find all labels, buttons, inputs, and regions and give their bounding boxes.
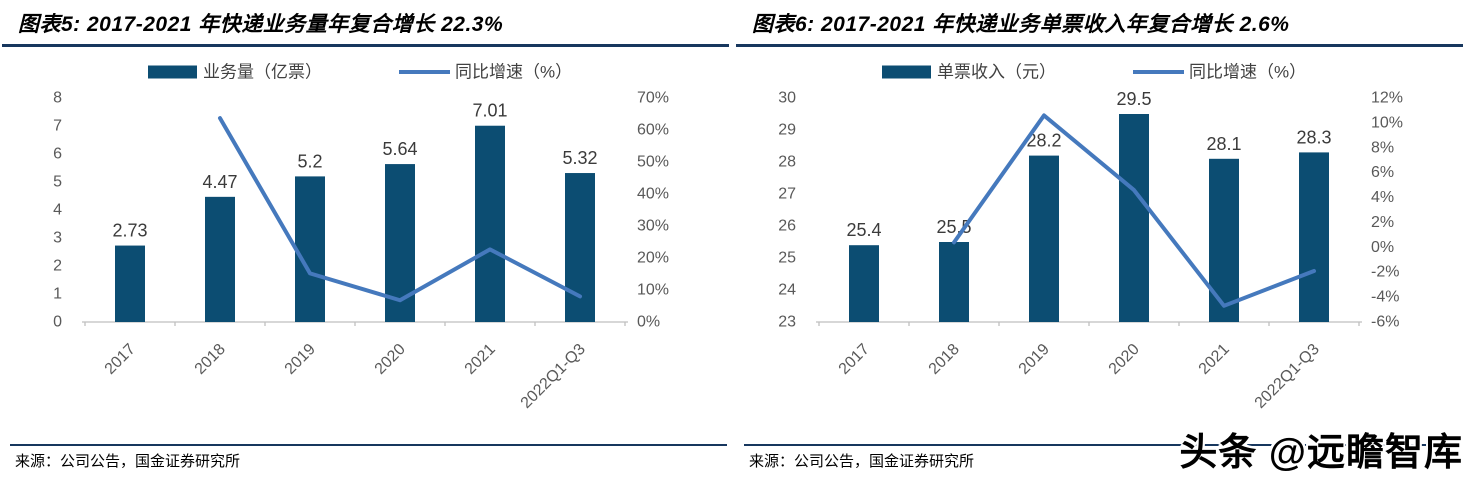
- left-axis-tick-label: 27: [778, 186, 796, 203]
- x-category-label: 2018: [192, 341, 229, 378]
- bar-value-label: 5.2: [297, 151, 322, 171]
- x-category-label: 2022Q1-Q3: [518, 341, 589, 412]
- bar-value-label: 4.47: [202, 172, 237, 192]
- legend-bar-label: 单票收入（元）: [937, 63, 1056, 82]
- growth-rate-line: [952, 113, 1316, 308]
- unit-revenue-combo-chart: 单票收入（元） 同比增速（%） 23 24 25 26 27 28 29 30 -6% -4% -2% 0…: [778, 63, 1403, 412]
- source-note: 来源：公司公告，国金证券研究所: [15, 454, 241, 470]
- x-category-label: 2017: [102, 341, 139, 378]
- right-axis-tick-label: 2%: [1371, 214, 1394, 231]
- left-axis-tick-label: 25: [778, 250, 796, 267]
- x-category-label: 2022Q1-Q3: [1252, 341, 1323, 412]
- left-axis-tick-label: 28: [778, 154, 796, 171]
- right-axis-tick-label: 6%: [1371, 164, 1394, 181]
- bar-value-label: 29.5: [1116, 89, 1151, 109]
- legend-line-label: 同比增速（%）: [455, 63, 572, 82]
- bar-value-label: 28.2: [1026, 131, 1061, 151]
- left-axis-tick-label: 26: [778, 218, 796, 235]
- bar-2018: [939, 242, 969, 322]
- panel-express-volume: 图表5: 2017-2021 年快递业务量年复合增长 22.3% 业务量（亿票）…: [0, 0, 733, 478]
- right-axis-tick-label: 30%: [637, 218, 669, 235]
- bottom-rule: [10, 444, 727, 446]
- left-axis-tick-label: 8: [53, 90, 62, 107]
- bar-2022Q1-Q3: [1299, 152, 1329, 322]
- x-category-label: 2017: [836, 341, 873, 378]
- left-axis-tick-label: 2: [53, 258, 62, 275]
- right-axis-tick-label: 4%: [1371, 189, 1394, 206]
- x-category-label: 2019: [1016, 341, 1053, 378]
- right-axis-tick-label: 10%: [1371, 114, 1403, 131]
- x-category-label: 2018: [926, 341, 963, 378]
- left-axis-tick-label: 23: [778, 314, 796, 331]
- x-category-label: 2020: [1106, 341, 1143, 378]
- legend-line-label: 同比增速（%）: [1189, 63, 1306, 82]
- right-axis-tick-label: 10%: [637, 282, 669, 299]
- bar-value-label: 7.01: [472, 101, 507, 121]
- x-category-label: 2021: [1196, 341, 1233, 378]
- volume-combo-chart: 业务量（亿票） 同比增速（%） 0 1 2 3 4 5 6 7 8 0% 10% 20% 30% 40% 50%…: [53, 63, 669, 412]
- bar-2018: [205, 196, 235, 322]
- right-axis-tick-label: 70%: [637, 90, 669, 107]
- source-note: 来源：公司公告，国金证券研究所: [749, 454, 975, 470]
- bar-2017: [115, 245, 145, 322]
- bar-2021: [1209, 158, 1239, 322]
- left-axis-tick-label: 6: [53, 146, 62, 163]
- bar-2022Q1-Q3: [565, 173, 595, 322]
- left-axis-tick-label: 0: [53, 314, 62, 331]
- growth-rate-line: [218, 116, 582, 303]
- right-axis-tick-label: 40%: [637, 186, 669, 203]
- legend-bar-swatch: [148, 65, 197, 79]
- right-axis-tick-label: 0%: [1371, 239, 1394, 256]
- bar-2020: [1119, 114, 1149, 322]
- left-axis-tick-label: 5: [53, 174, 62, 191]
- bar-2017: [849, 245, 879, 322]
- bar-2021: [475, 125, 505, 322]
- left-axis-tick-label: 24: [778, 282, 796, 299]
- right-axis-tick-label: -4%: [1371, 289, 1399, 306]
- right-axis-tick-label: 12%: [1371, 90, 1403, 107]
- legend-bar-swatch: [882, 65, 931, 79]
- right-axis-tick-label: 50%: [637, 154, 669, 171]
- panel-unit-revenue: 图表6: 2017-2021 年快递业务单票收入年复合增长 2.6% 单票收入（…: [734, 0, 1467, 478]
- title-rule: [2, 44, 729, 47]
- bottom-rule: [744, 444, 1461, 446]
- x-category-label: 2019: [282, 341, 319, 378]
- chart-title-unit-revenue: 图表6: 2017-2021 年快递业务单票收入年复合增长 2.6%: [752, 13, 1290, 36]
- right-axis-tick-label: 60%: [637, 122, 669, 139]
- chart-title-volume: 图表5: 2017-2021 年快递业务量年复合增长 22.3%: [18, 13, 504, 36]
- watermark-toutiao-yuanzhan: 头条 @远瞻智库: [1179, 432, 1463, 474]
- title-rule: [736, 44, 1463, 47]
- bar-value-label: 25.4: [846, 220, 881, 240]
- left-axis-tick-label: 1: [53, 286, 62, 303]
- bar-value-label: 5.32: [562, 148, 597, 168]
- bar-value-label: 5.64: [382, 139, 417, 159]
- bar-2019: [295, 176, 325, 322]
- right-axis-tick-label: 20%: [637, 250, 669, 267]
- right-axis-tick-label: -6%: [1371, 314, 1399, 331]
- bar-value-label: 28.1: [1206, 134, 1241, 154]
- right-axis-tick-label: -2%: [1371, 264, 1399, 281]
- bar-value-label: 2.73: [112, 221, 147, 241]
- left-axis-tick-label: 7: [53, 118, 62, 135]
- bar-value-label: 28.3: [1296, 127, 1331, 147]
- right-axis-tick-label: 8%: [1371, 139, 1394, 156]
- legend-bar-label: 业务量（亿票）: [203, 63, 322, 82]
- left-axis-tick-label: 30: [778, 90, 796, 107]
- bar-2019: [1029, 155, 1059, 322]
- left-axis-tick-label: 3: [53, 230, 62, 247]
- left-axis-tick-label: 4: [53, 202, 62, 219]
- left-axis-tick-label: 29: [778, 122, 796, 139]
- x-category-label: 2020: [372, 341, 409, 378]
- x-category-label: 2021: [462, 341, 499, 378]
- right-axis-tick-label: 0%: [637, 314, 660, 331]
